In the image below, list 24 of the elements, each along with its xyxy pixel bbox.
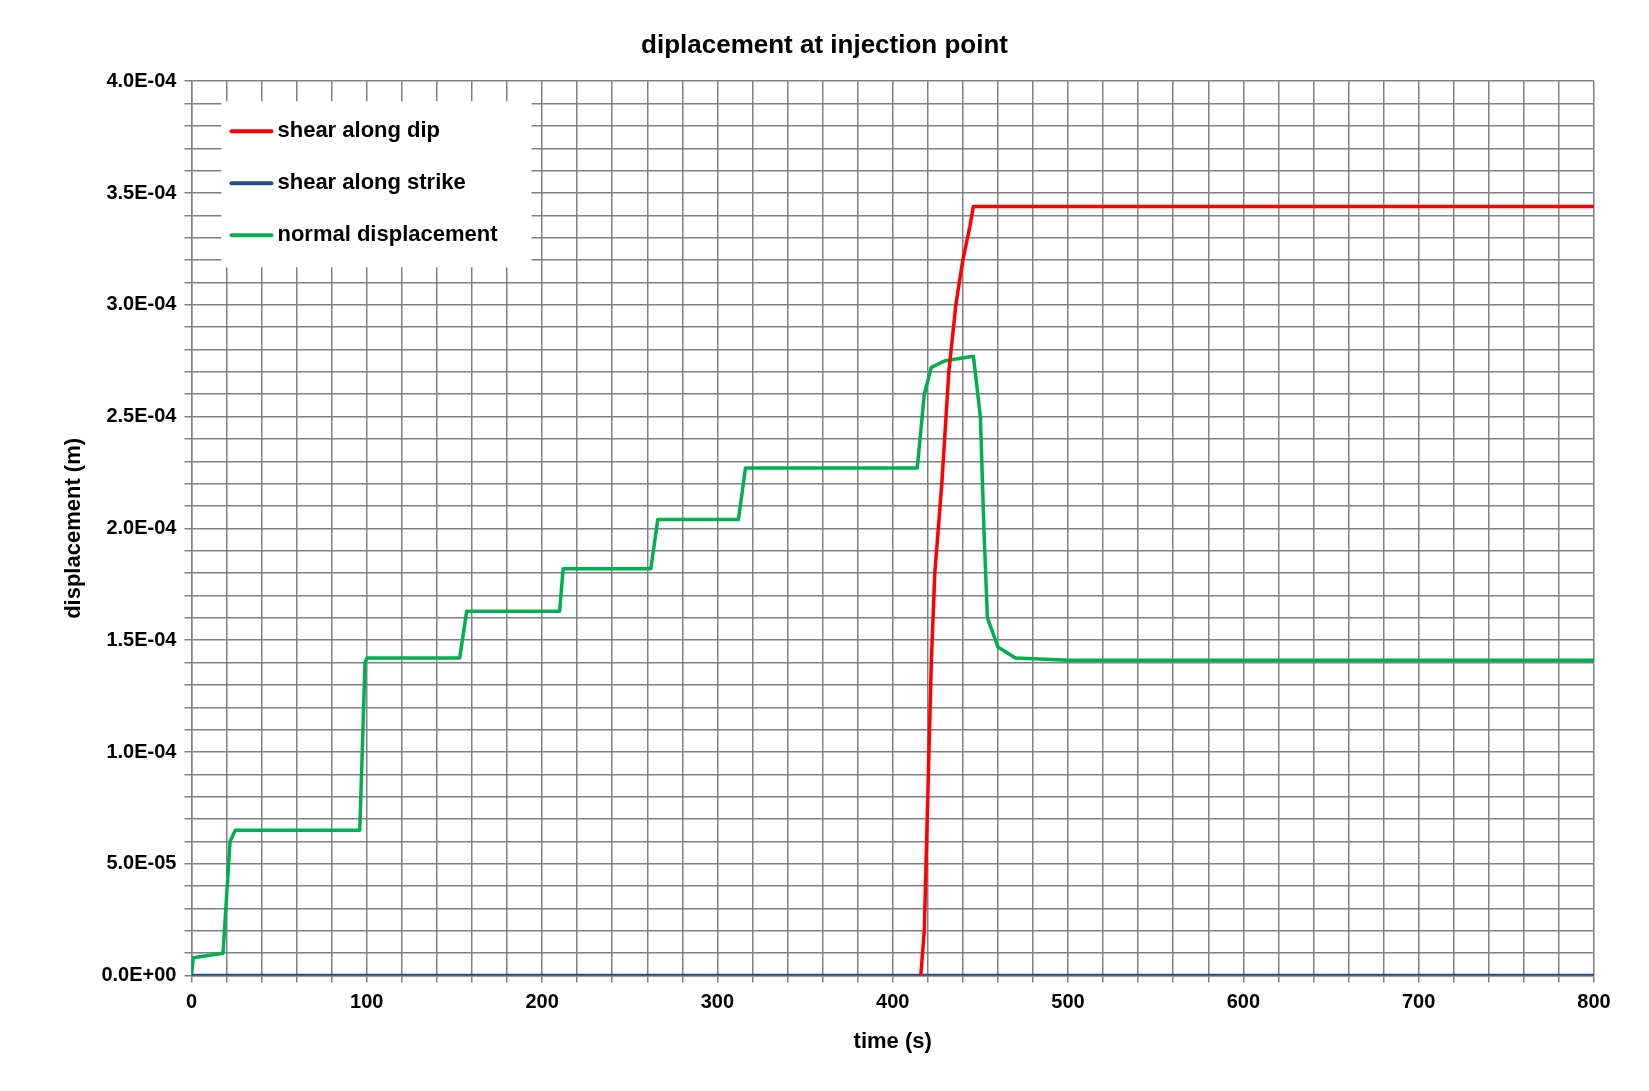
x-tick-label: 600	[1226, 990, 1261, 1013]
y-tick-label: 3.0E-04	[106, 292, 178, 315]
y-axis-title: displacement (m)	[60, 437, 86, 619]
y-tick-label: 2.5E-04	[106, 404, 178, 427]
y-tick-label: 1.5E-04	[106, 627, 178, 650]
x-tick-label: 800	[1577, 990, 1611, 1013]
x-axis-title: time (s)	[853, 1027, 932, 1053]
y-tick-label: 2.0E-04	[106, 515, 178, 538]
x-tick-label: 200	[525, 990, 559, 1013]
legend-label: shear along dip	[277, 117, 441, 143]
y-tick-label: 3.5E-04	[106, 180, 178, 203]
y-tick-label: 1.0E-04	[106, 739, 178, 762]
x-tick-label: 400	[876, 990, 910, 1013]
x-tick-label: 0	[185, 990, 198, 1013]
y-tick-label: 4.0E-04	[106, 68, 178, 91]
y-tick-label: 5.0E-05	[106, 851, 177, 874]
chart-title: diplacement at injection point	[641, 28, 1009, 59]
x-tick-label: 700	[1402, 990, 1436, 1013]
x-tick-label: 100	[350, 990, 384, 1013]
legend-label: shear along strike	[277, 169, 466, 195]
x-tick-label: 500	[1051, 990, 1085, 1013]
x-tick-label: 300	[700, 990, 735, 1013]
legend-label: normal displacement	[277, 221, 499, 247]
y-tick-label: 0.0E+00	[101, 963, 177, 986]
